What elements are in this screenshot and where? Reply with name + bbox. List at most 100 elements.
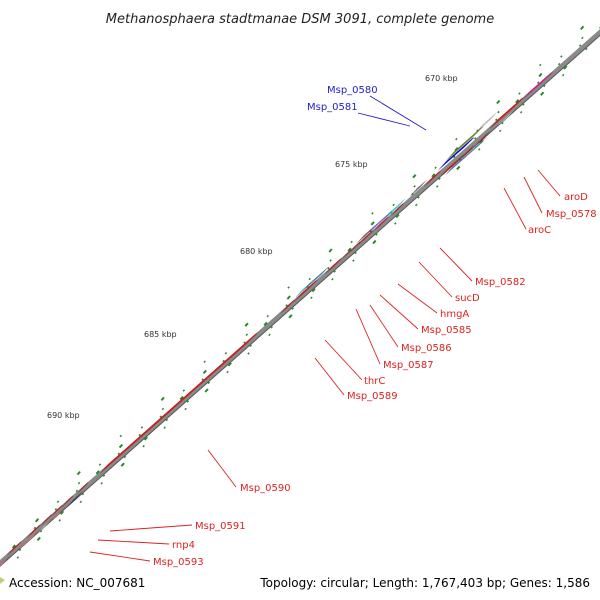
leader-line [369,95,427,131]
leader-line [89,551,151,562]
scale-tick [501,121,504,125]
gene-arrow [441,154,464,176]
scale-tick [77,481,81,485]
leader-line [357,112,411,127]
scale-tick [474,137,477,140]
gene-label[interactable]: thrC [364,376,385,387]
scale-tick [370,221,375,226]
gene-label[interactable]: Msp_0587 [383,360,434,371]
gene-arrow [293,279,318,303]
scale-tick [120,462,125,467]
legend-arrow-icon [0,577,5,584]
scale-tick [561,73,565,77]
scale-tick [415,203,418,207]
scale-tick [138,433,141,437]
scale-tick [331,278,334,281]
gene-label[interactable]: rnp4 [172,540,195,551]
gene-label[interactable]: Msp_0580 [327,85,378,96]
gene-label[interactable]: Msp_0591 [195,521,246,532]
scale-tick [98,463,102,466]
scale-tick [75,489,79,493]
scale-tick [123,455,127,459]
scale-tick [268,333,271,337]
scale-tick [11,544,16,549]
scale-tick [249,344,252,347]
topology-label: Topology: circular; Length: 1,767,403 bp… [259,576,590,590]
scale-tick [327,267,330,270]
scale-tick [36,536,41,542]
gene-label[interactable]: aroC [528,225,551,236]
gene-label[interactable]: Msp_0589 [347,391,398,402]
gene-label[interactable]: Msp_0582 [475,277,526,288]
gene-arrow [358,229,375,245]
gene-label[interactable]: Msp_0593 [153,557,204,568]
kbp-label: 685 kbp [144,330,177,339]
scale-tick [372,239,377,245]
scale-tick [143,436,148,441]
gene-box [497,108,517,126]
scale-tick [311,287,316,293]
leader-line [397,283,438,314]
gene-arrow [51,506,66,520]
scale-tick [557,62,561,66]
gene-arrow [17,528,41,550]
scale-tick [308,277,311,281]
scale-tick [245,333,249,337]
gene-box [356,226,374,244]
scale-tick [95,470,100,475]
scale-tick [288,314,293,319]
scale-tick [543,84,546,88]
scale-tick [247,352,250,355]
scale-tick [204,388,209,393]
scale-tick [436,185,439,188]
scale-tick [159,415,162,418]
gene-arrow [6,541,22,556]
leader-line [369,304,399,348]
gene-label[interactable]: hmgA [440,309,469,320]
scale-tick [227,362,232,367]
scale-tick [395,213,400,219]
scale-tick [226,370,229,374]
gene-features [0,71,554,567]
scale-tick [478,148,481,151]
scale-tick [165,418,169,422]
gene-box [409,179,427,197]
gene-label[interactable]: Msp_0585 [421,325,472,336]
kbp-label: 680 kbp [240,247,273,256]
scale-tick [100,482,103,485]
scale-tick [186,400,190,403]
scale-tick [270,326,273,329]
scale-tick [59,510,65,515]
scale-tick [179,395,184,401]
gene-arrow [446,126,484,161]
gene-label[interactable]: Msp_0578 [546,209,597,220]
scale-tick [34,518,40,523]
scale-tick [160,396,165,402]
gene-arrow [437,137,475,171]
gene-box [36,518,52,535]
scale-tick [456,165,461,171]
scale-tick [58,519,61,522]
scale-tick [243,341,246,344]
kbp-label: 675 kbp [335,160,368,169]
scale-tick [581,36,584,40]
gene-label[interactable]: sucD [455,293,480,304]
scale-tick [118,443,124,449]
gene-label[interactable]: Msp_0581 [307,102,358,113]
leader-line [439,247,473,282]
label-leaders [89,95,561,562]
scale-tick [142,444,145,448]
leader-line [314,357,345,396]
scale-tick [455,137,458,141]
scale-tick [578,44,582,47]
scale-tick [286,295,291,300]
scale-tick [519,111,523,114]
gene-label[interactable]: Msp_0590 [240,483,291,494]
scale-tick [119,434,122,438]
gene-label[interactable]: aroD [564,192,588,203]
scale-tick [536,81,540,84]
scale-tick [291,307,294,310]
gene-label[interactable]: Msp_0586 [401,343,452,354]
scale-tick [263,321,268,327]
